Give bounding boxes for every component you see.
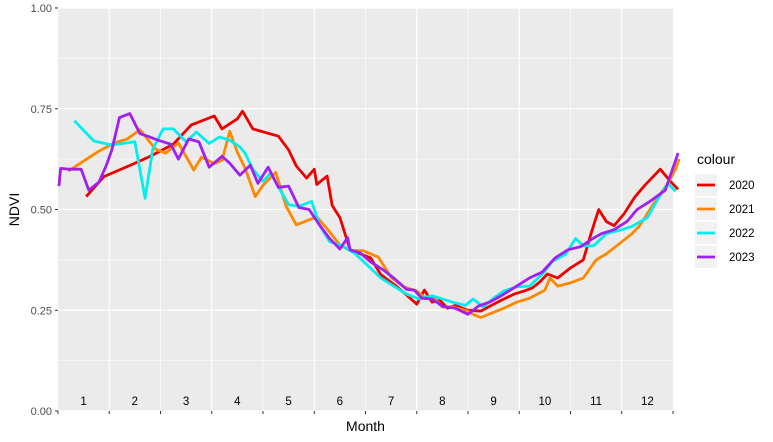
month-label: 10 <box>538 396 551 408</box>
series-lines <box>57 109 681 319</box>
series-line-2022 <box>73 119 677 309</box>
y-tick-label: 0.75 <box>31 104 52 116</box>
month-label: 2 <box>132 396 138 408</box>
month-label: 9 <box>490 396 496 408</box>
month-label: 5 <box>285 396 291 408</box>
month-labels: 1 2 3 4 5 6 7 8 9 10 11 12 <box>80 396 653 408</box>
y-tick-label: 1.00 <box>31 3 52 15</box>
month-label: 11 <box>590 396 602 408</box>
legend-label-2022: 2022 <box>729 228 755 240</box>
grid-lines <box>58 7 673 412</box>
month-label: 6 <box>337 396 343 408</box>
series-line-2023 <box>57 112 680 316</box>
y-tick-label: 0.25 <box>31 305 52 317</box>
y-axis-title: NDVI <box>6 193 22 226</box>
legend: colour 2020 2021 2022 2023 <box>695 151 755 268</box>
legend-label-2023: 2023 <box>729 252 755 264</box>
month-label: 1 <box>80 396 86 408</box>
y-tick-label: 0.50 <box>31 205 52 217</box>
x-axis-title: Month <box>346 418 385 434</box>
month-label: 7 <box>388 396 394 408</box>
y-tick-label: 0.00 <box>31 406 52 418</box>
legend-title: colour <box>697 151 735 167</box>
month-label: 12 <box>641 396 654 408</box>
month-label: 8 <box>439 396 445 408</box>
month-label: 3 <box>183 396 189 408</box>
month-label: 4 <box>234 396 241 408</box>
legend-label-2021: 2021 <box>729 204 755 216</box>
axes: 0.00 0.25 0.50 0.75 1.00 <box>31 3 674 418</box>
legend-label-2020: 2020 <box>729 180 755 192</box>
